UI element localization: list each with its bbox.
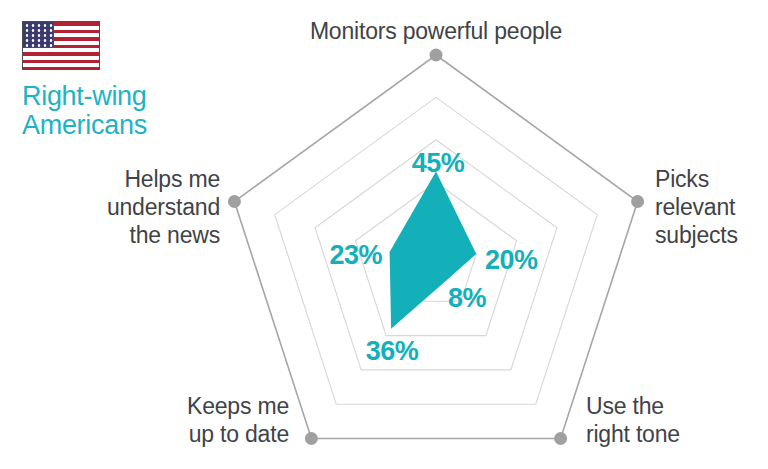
axis-label-picks-relevant-subjects: Picks relevant subjects <box>655 165 738 249</box>
radar-vertex-dot <box>554 432 567 445</box>
radar-vertex-dot <box>430 49 443 62</box>
axis-label-helps-me-understand-news: Helps me understand the news <box>107 165 220 249</box>
value-label-helps-me-understand-news: 23% <box>329 240 382 271</box>
value-label-use-the-right-tone: 8% <box>448 283 486 314</box>
value-label-keeps-me-up-to-date: 36% <box>366 336 419 367</box>
value-label-picks-relevant-subjects: 20% <box>485 245 538 276</box>
value-label-monitors-powerful-people: 45% <box>412 148 465 179</box>
axis-label-keeps-me-up-to-date: Keeps me up to date <box>187 392 289 448</box>
radar-chart-figure: Right-wing Americans Monitors powerful p… <box>0 0 768 469</box>
axis-label-monitors-powerful-people: Monitors powerful people <box>310 17 562 45</box>
radar-vertex-dot <box>631 195 644 208</box>
radar-vertex-dot <box>228 195 241 208</box>
axis-label-use-the-right-tone: Use the right tone <box>586 392 680 448</box>
radar-vertex-dot <box>305 432 318 445</box>
